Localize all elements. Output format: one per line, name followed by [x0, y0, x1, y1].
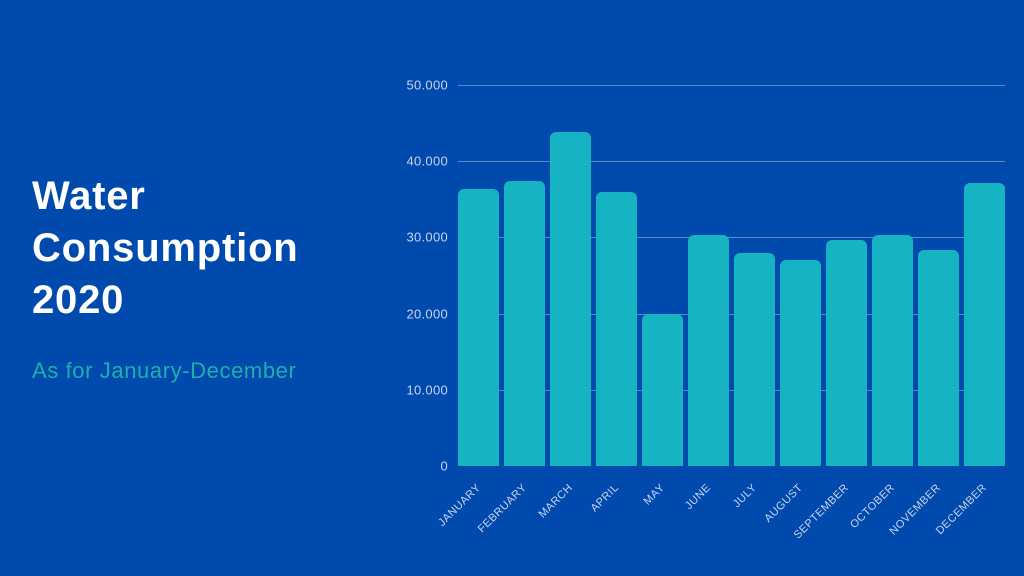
bar-may: [642, 313, 683, 466]
bar-november: [918, 249, 959, 466]
y-axis-label: 50.000: [406, 77, 448, 93]
x-axis-label: DECEMBER: [933, 481, 989, 538]
title-line-3: 2020: [32, 278, 125, 322]
x-axis-label: MAY: [640, 481, 667, 508]
bar-december: [964, 183, 1005, 466]
bar-september: [826, 239, 867, 466]
gridline: [458, 237, 1005, 239]
y-axis-label: 10.000: [406, 382, 448, 398]
title-line-1: Water: [32, 174, 146, 218]
x-axis-label: AUGUST: [761, 481, 805, 525]
bar-march: [550, 132, 591, 466]
title-block: Water Consumption 2020 As for January-De…: [32, 170, 412, 383]
y-axis-label: 20.000: [406, 306, 448, 322]
gridlines: [458, 85, 1005, 466]
gridline: [458, 161, 1005, 163]
x-axis-label: FEBRUARY: [475, 481, 529, 536]
x-axis-label: JUNE: [682, 481, 713, 512]
bar-october: [872, 235, 913, 466]
gridline: [458, 313, 1005, 315]
x-axis: JANUARY FEBRUARY MARCH APRIL MAY JUNE JULY AUGU…: [436, 473, 1005, 573]
bar-august: [780, 260, 821, 466]
bar-june: [688, 235, 729, 466]
bar-july: [734, 252, 775, 466]
bar-april: [596, 192, 637, 466]
x-axis-label: OCTOBER: [847, 481, 897, 532]
chart-subtitle: As for January-December: [32, 358, 297, 383]
gridline: [458, 389, 1005, 391]
gridline: [458, 85, 1005, 86]
x-axis-label: JULY: [730, 481, 759, 511]
bar-february: [504, 181, 545, 466]
y-axis-label: 0: [440, 458, 448, 474]
chart-title: Water Consumption 2020: [32, 170, 412, 326]
title-line-2: Consumption: [32, 226, 299, 270]
x-axis-label: MARCH: [535, 481, 575, 521]
y-axis: 50.000 40.000 30.000 20.000 10.000 0: [0, 0, 448, 576]
plot-area: [458, 85, 1005, 466]
bar-january: [458, 189, 499, 466]
bar-series: [458, 85, 1005, 466]
x-axis-label: SEPTEMBER: [791, 481, 851, 542]
x-axis-label: APRIL: [588, 481, 621, 515]
y-axis-label: 30.000: [406, 229, 448, 245]
y-axis-label: 40.000: [406, 153, 448, 169]
x-axis-label: NOVEMBER: [886, 481, 943, 538]
